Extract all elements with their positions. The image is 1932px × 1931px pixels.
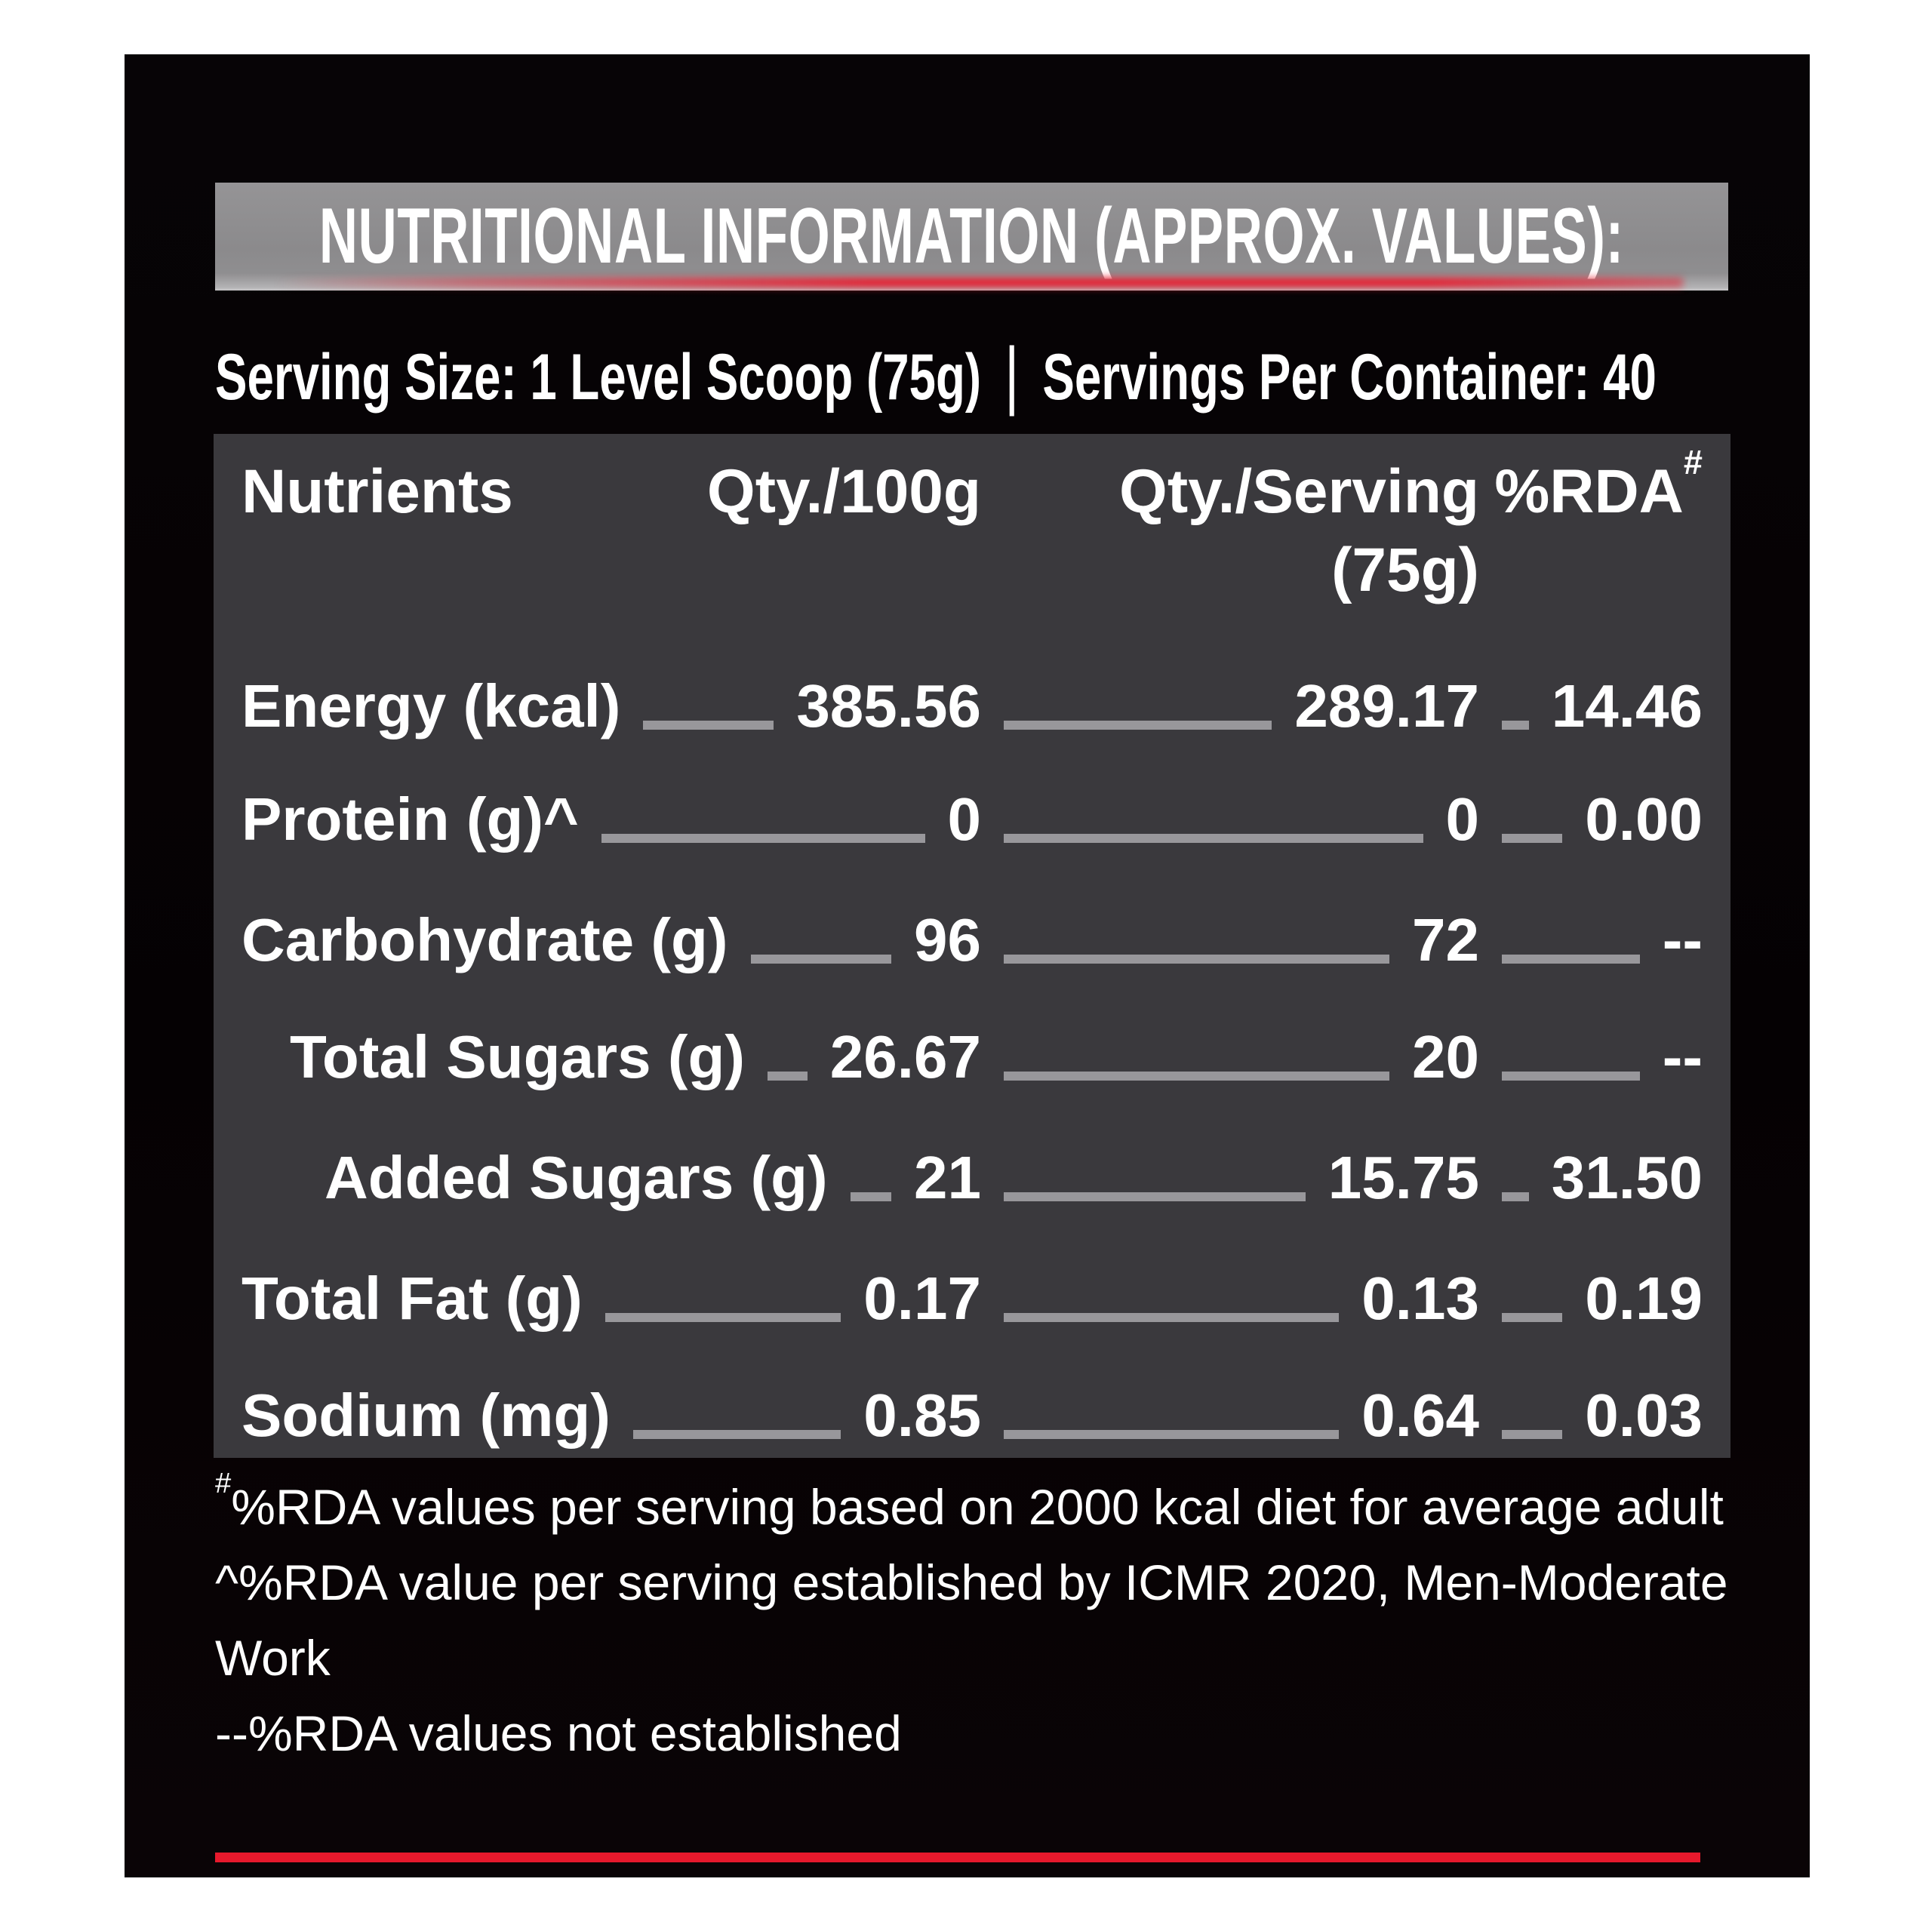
table-row-added-sugars: Added Sugars (g) 21 15.75 31.50 — [242, 1139, 1703, 1216]
leader-line — [1502, 1192, 1529, 1201]
table-row-carbohydrate: Carbohydrate (g) 96 72 -- — [242, 902, 1703, 979]
leader-line — [1004, 1313, 1340, 1322]
table-row-sodium: Sodium (mg) 0.85 0.64 0.03 — [242, 1377, 1703, 1454]
value-rda: 0.03 — [1585, 1382, 1703, 1449]
value-rda: 0.19 — [1585, 1265, 1703, 1332]
leader-line — [1502, 955, 1640, 964]
column-header-rda: %RDA# — [1494, 443, 1703, 526]
value-per-serving: 0.64 — [1361, 1382, 1479, 1449]
table-header-row: Nutrients Qty./100g Qty./Serving (75g) %… — [242, 443, 1703, 606]
leader-line — [850, 1192, 892, 1201]
value-rda: -- — [1662, 906, 1703, 973]
table-row-total-sugars: Total Sugars (g) 26.67 20 -- — [242, 1019, 1703, 1096]
page-title: NUTRITIONAL INFORMATION (APPROX. VALUES)… — [318, 192, 1625, 280]
value-per-100g: 0.85 — [863, 1382, 981, 1449]
value-rda: 31.50 — [1551, 1144, 1703, 1211]
column-header-per-100g: Qty./100g — [706, 457, 981, 526]
leader-line — [605, 1313, 841, 1322]
table-row-total-fat: Total Fat (g) 0.17 0.13 0.19 — [242, 1260, 1703, 1337]
serving-info-line: Serving Size: 1 Level Scoop (75g) | Serv… — [215, 331, 1657, 424]
serving-size-text: Serving Size: 1 Level Scoop (75g) — [215, 340, 982, 414]
leader-line — [1502, 1430, 1563, 1439]
header-bar: NUTRITIONAL INFORMATION (APPROX. VALUES)… — [215, 183, 1728, 291]
header-accent-line — [275, 278, 1683, 287]
value-per-100g: 0 — [947, 786, 982, 853]
footnote-not-established: --%RDA values not established — [215, 1705, 902, 1761]
leader-line — [1004, 1430, 1340, 1439]
nutrient-label: Sodium (mg) — [242, 1382, 611, 1449]
label-panel: NUTRITIONAL INFORMATION (APPROX. VALUES)… — [125, 54, 1810, 1877]
leader-line — [1502, 1313, 1563, 1322]
leader-line — [1004, 834, 1423, 843]
leader-line — [632, 1430, 841, 1439]
bottom-accent-line — [215, 1853, 1700, 1862]
leader-line — [1004, 721, 1272, 730]
value-per-100g: 385.56 — [796, 672, 981, 739]
nutrient-label: Total Fat (g) — [242, 1265, 583, 1332]
leader-line — [643, 721, 774, 730]
value-per-serving: 15.75 — [1327, 1144, 1479, 1211]
footnotes-block: #%RDA values per serving based on 2000 k… — [215, 1460, 1804, 1771]
leader-line — [1004, 955, 1390, 964]
leader-line — [1502, 834, 1563, 843]
caret-mark: ^ — [543, 786, 579, 853]
footnote-icmr: ^%RDA value per serving established by I… — [215, 1554, 1728, 1686]
value-per-100g: 0.17 — [863, 1265, 981, 1332]
value-per-serving: 72 — [1412, 906, 1479, 973]
nutrition-table: Nutrients Qty./100g Qty./Serving (75g) %… — [214, 434, 1730, 1458]
leader-line — [1004, 1192, 1306, 1201]
leader-line — [1004, 1072, 1390, 1081]
leader-line — [767, 1072, 808, 1081]
value-rda: 14.46 — [1551, 672, 1703, 739]
table-row-energy: Energy (kcal) 385.56 289.17 14.46 — [242, 668, 1703, 745]
value-per-100g: 96 — [914, 906, 981, 973]
leader-line — [601, 834, 925, 843]
value-per-serving: 20 — [1412, 1023, 1479, 1090]
leader-line — [1502, 721, 1529, 730]
value-per-serving: 289.17 — [1294, 672, 1479, 739]
nutrient-label: Energy (kcal) — [242, 672, 621, 739]
nutrient-label: Added Sugars (g) — [325, 1144, 828, 1211]
value-per-serving: 0 — [1445, 786, 1480, 853]
value-per-100g: 21 — [914, 1144, 981, 1211]
column-header-per-serving: Qty./Serving (75g) — [1119, 457, 1479, 604]
value-per-100g: 26.67 — [829, 1023, 981, 1090]
table-row-protein: Protein (g)^ 0 0 0.00 — [242, 781, 1703, 858]
footnote-rda-basis: #%RDA values per serving based on 2000 k… — [215, 1466, 1724, 1535]
column-header-nutrients: Nutrients — [242, 457, 513, 526]
leader-line — [1502, 1072, 1640, 1081]
value-rda: 0.00 — [1585, 786, 1703, 853]
nutrient-label: Total Sugars (g) — [290, 1023, 745, 1090]
value-rda: -- — [1662, 1023, 1703, 1090]
nutrient-label: Protein (g)^ — [242, 786, 579, 853]
leader-line — [750, 955, 892, 964]
separator-bar: | — [1004, 331, 1020, 417]
servings-per-container-text: Servings Per Container: 40 — [1042, 340, 1657, 414]
nutrient-label: Carbohydrate (g) — [242, 906, 728, 973]
value-per-serving: 0.13 — [1361, 1265, 1479, 1332]
